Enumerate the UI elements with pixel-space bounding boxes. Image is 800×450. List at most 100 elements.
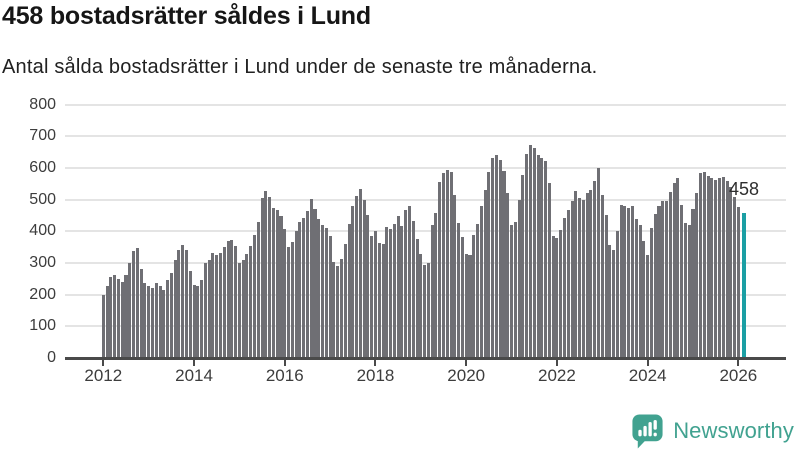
bar: [600, 194, 604, 358]
bar: [309, 199, 313, 358]
bar: [536, 154, 540, 358]
x-axis-tick-label: 2016: [265, 366, 304, 385]
bar: [544, 161, 548, 358]
bar: [347, 224, 351, 358]
bar: [521, 174, 525, 358]
bar: [540, 157, 544, 358]
bar: [253, 234, 257, 358]
bar: [426, 263, 430, 358]
bar: [381, 244, 385, 358]
bar: [717, 177, 721, 358]
x-axis-tick-label: 2018: [356, 366, 395, 385]
x-axis-tick-label: 2014: [175, 366, 213, 385]
bar: [339, 259, 343, 358]
bar: [177, 250, 181, 358]
bar: [184, 249, 188, 358]
bar: [570, 201, 574, 358]
bar: [200, 279, 204, 358]
bar: [559, 229, 563, 358]
bar: [721, 176, 725, 358]
bar: [517, 199, 521, 358]
bar: [725, 181, 729, 358]
bar: [113, 274, 117, 358]
bar: [479, 206, 483, 358]
bar: [419, 254, 423, 358]
bar: [279, 215, 283, 358]
highlight-bar: [741, 212, 746, 358]
bar: [442, 172, 446, 358]
bar: [627, 207, 631, 358]
bar: [589, 189, 593, 358]
bar: [385, 227, 389, 358]
y-axis-tick-label: 500: [29, 190, 56, 208]
bar: [169, 273, 173, 358]
bar: [623, 206, 627, 358]
bar: [324, 228, 328, 358]
gridline: [65, 198, 786, 201]
bar: [132, 251, 136, 358]
bar: [604, 214, 608, 358]
bar: [305, 210, 309, 358]
bar: [551, 236, 555, 358]
bar: [434, 213, 438, 358]
bar: [181, 244, 185, 358]
bar: [294, 231, 298, 358]
bar: [377, 242, 381, 358]
bar: [672, 182, 676, 358]
bar: [483, 190, 487, 358]
bar: [166, 279, 170, 358]
bar: [173, 259, 177, 358]
bar: [668, 191, 672, 358]
bar: [687, 224, 691, 358]
bar: [336, 266, 340, 358]
y-axis-tick-label: 700: [29, 127, 56, 145]
bar: [290, 242, 294, 358]
bar: [373, 231, 377, 358]
bar: [343, 244, 347, 358]
bar: [657, 206, 661, 358]
bar: [226, 241, 230, 358]
highlight-value-label: 458: [728, 179, 759, 199]
bar: [699, 173, 703, 358]
gridline: [65, 135, 786, 138]
x-axis-tick: [374, 359, 377, 366]
bar: [162, 289, 166, 358]
bar: [143, 282, 147, 358]
bar: [706, 176, 710, 358]
bar: [491, 157, 495, 358]
bar: [472, 234, 476, 358]
y-axis-tick-label: 0: [47, 349, 56, 366]
bar: [128, 263, 132, 358]
newsworthy-logo-icon: [632, 414, 663, 449]
bar: [317, 218, 321, 358]
bar: [268, 196, 272, 358]
bar: [196, 286, 200, 358]
x-axis-line: [65, 357, 786, 360]
bar: [264, 190, 268, 358]
x-axis-tick-label: 2012: [84, 366, 123, 385]
x-axis-tick: [646, 359, 649, 366]
bar: [460, 237, 464, 358]
newsworthy-branding: Newsworthy: [630, 413, 794, 449]
bar: [101, 294, 105, 358]
bar: [619, 204, 623, 358]
bar: [188, 271, 192, 358]
bar: [634, 218, 638, 358]
bar: [464, 254, 468, 358]
bar: [532, 148, 536, 358]
bar: [298, 221, 302, 358]
bar: [649, 228, 653, 358]
bar: [638, 225, 642, 358]
bar: [109, 276, 113, 358]
bar: [612, 249, 616, 358]
bar: [468, 255, 472, 358]
bar: [593, 180, 597, 358]
bar: [222, 247, 226, 358]
bar: [283, 228, 287, 358]
bar: [207, 259, 211, 358]
chart-subtitle: Antal sålda bostadsrätter i Lund under d…: [2, 56, 598, 78]
gridline: [65, 103, 786, 106]
bar: [676, 178, 680, 358]
y-axis-tick-label: 400: [29, 222, 56, 240]
